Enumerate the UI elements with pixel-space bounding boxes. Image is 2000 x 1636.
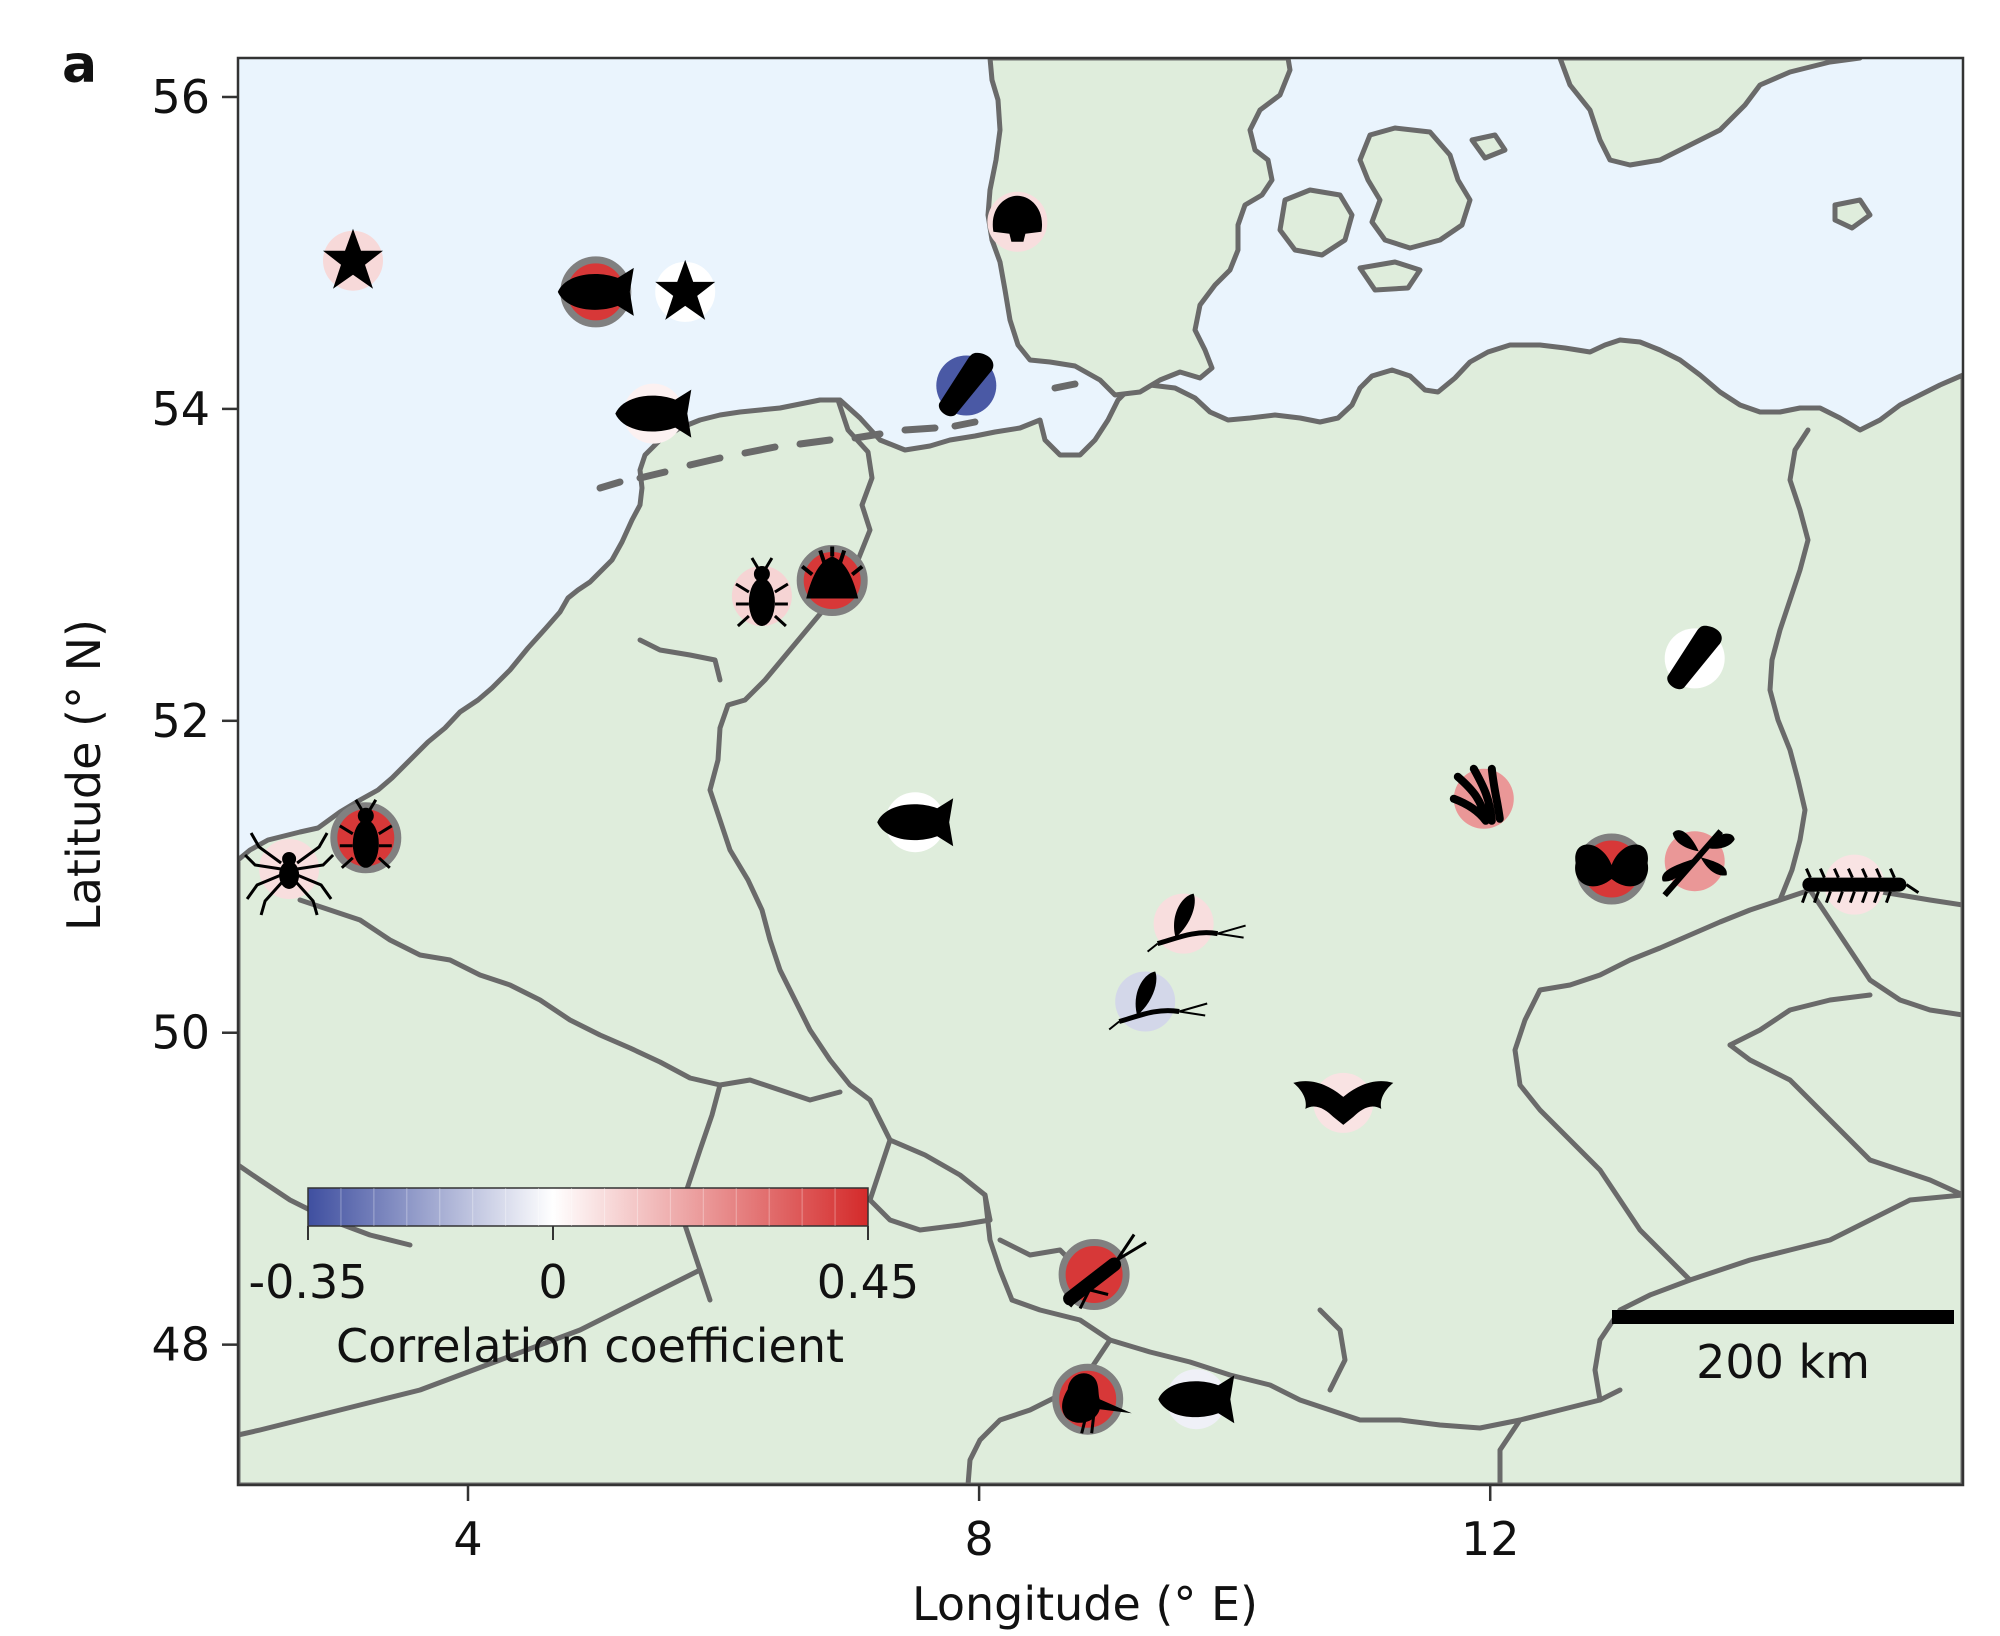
shell-icon xyxy=(992,195,1043,242)
mussel-icon xyxy=(1667,625,1722,690)
observation-point xyxy=(1800,854,1920,915)
plot-frame xyxy=(236,56,1965,1487)
y-tick-label: 50 xyxy=(151,1006,210,1060)
x-tick-label: 4 xyxy=(453,1512,482,1566)
x-axis-ticks: 4 8 12 xyxy=(453,1485,1519,1566)
observation-point xyxy=(796,545,868,616)
mayfly-icon xyxy=(1108,971,1208,1031)
x-tick-label: 8 xyxy=(964,1512,993,1566)
observation-point xyxy=(323,228,383,291)
observation-point xyxy=(330,799,402,874)
observation-point xyxy=(557,256,634,328)
colorbar-gradient xyxy=(307,1187,869,1227)
sweden xyxy=(1557,58,1863,168)
spider-icon xyxy=(244,832,335,916)
observation-point xyxy=(1449,764,1514,829)
bird-icon xyxy=(1062,1373,1132,1434)
observation-point xyxy=(1575,833,1649,905)
observation-point xyxy=(244,832,335,916)
mayfly-icon xyxy=(1146,893,1246,953)
fish-icon xyxy=(615,389,692,438)
observation-point xyxy=(877,792,954,853)
observation-point xyxy=(936,352,997,417)
significance-ring xyxy=(330,802,402,874)
significance-ring xyxy=(1052,1363,1124,1435)
lolland xyxy=(1357,259,1423,293)
observation-point xyxy=(1662,829,1735,898)
colorbar: -0.35 0 0.45 Correlation coefficient xyxy=(248,1187,919,1373)
scale-bar-line xyxy=(1612,1310,1954,1324)
beetle-icon xyxy=(339,799,393,869)
fish-icon xyxy=(877,798,954,847)
y-tick-label: 56 xyxy=(151,70,210,124)
millipede-icon xyxy=(1800,867,1920,904)
observation-point xyxy=(655,259,716,322)
starfish-icon xyxy=(655,259,716,320)
observation-points xyxy=(244,191,1920,1435)
y-axis-title: Latitude (° N) xyxy=(57,619,111,931)
beetle-icon xyxy=(735,557,789,628)
starfish-icon xyxy=(323,228,383,289)
fish-icon xyxy=(557,267,634,316)
zealand xyxy=(1357,125,1473,251)
amphipod-icon xyxy=(1449,764,1504,825)
scale-bar: 200 km xyxy=(1612,1310,1954,1389)
dragonfly-icon xyxy=(1662,829,1735,898)
colorbar-tick-label-min: -0.35 xyxy=(248,1255,367,1309)
bat-icon xyxy=(1293,1081,1394,1125)
y-axis-ticks: 48 50 52 54 56 xyxy=(151,70,238,1372)
colorbar-tick-label-max: 0.45 xyxy=(817,1255,919,1309)
observation-point xyxy=(1293,1072,1394,1133)
map-area xyxy=(238,58,1963,1485)
x-axis-title: Longitude (° E) xyxy=(912,1577,1258,1631)
panel-label: a xyxy=(62,35,97,95)
island-small xyxy=(1469,132,1508,161)
observation-point xyxy=(1108,971,1208,1032)
observation-point xyxy=(1052,1363,1132,1435)
y-tick-label: 54 xyxy=(151,382,210,436)
observation-point xyxy=(731,557,792,628)
plant-icon xyxy=(800,546,864,599)
fish-icon xyxy=(1158,1375,1235,1424)
observation-point xyxy=(987,191,1048,252)
x-tick-label: 12 xyxy=(1461,1512,1520,1566)
colorbar-tick-label-zero: 0 xyxy=(538,1255,567,1309)
colorbar-title: Correlation coefficient xyxy=(336,1319,844,1373)
funen xyxy=(1277,187,1355,258)
significance-ring xyxy=(1058,1239,1130,1310)
observation-point xyxy=(1058,1233,1147,1310)
bornholm xyxy=(1832,197,1873,231)
observation-point xyxy=(1146,893,1246,954)
observation-point xyxy=(615,383,692,444)
observation-point xyxy=(1664,625,1725,690)
scale-bar-label: 200 km xyxy=(1696,1335,1870,1389)
grasshopper-icon xyxy=(1063,1233,1147,1310)
y-tick-label: 48 xyxy=(151,1318,210,1372)
frisian-islands xyxy=(596,380,1079,492)
y-tick-label: 52 xyxy=(151,694,210,748)
observation-point xyxy=(1158,1369,1235,1430)
mussel-icon xyxy=(938,352,994,417)
colorbar-steps xyxy=(340,1188,836,1226)
butterfly-icon xyxy=(1575,844,1649,887)
